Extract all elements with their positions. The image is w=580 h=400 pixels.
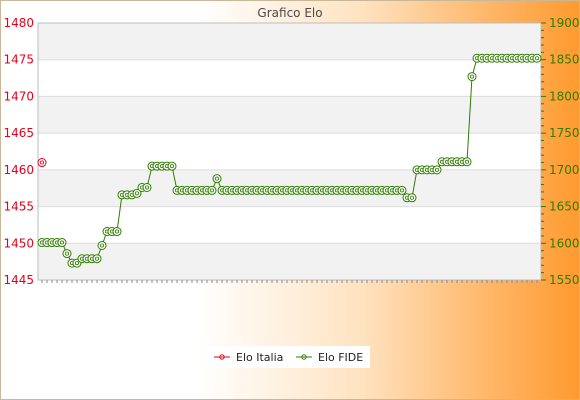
legend-label-elo-italia: Elo Italia	[236, 351, 283, 364]
data-point-core	[469, 74, 474, 79]
y-left-tick-label: 1480	[3, 16, 34, 30]
legend-marker-elo-fide	[301, 354, 307, 360]
left-y-axis: 1445 1450 1455 1460 1465 1470 1475 1480	[3, 16, 34, 287]
data-point[interactable]	[37, 158, 47, 168]
legend-item-elo-italia[interactable]: Elo Italia	[214, 351, 283, 364]
data-point[interactable]	[167, 161, 177, 171]
data-point[interactable]	[407, 193, 417, 203]
data-point-core	[209, 188, 214, 193]
data-point[interactable]	[212, 174, 222, 184]
y-left-tick-label: 1460	[3, 163, 34, 177]
data-point-core	[100, 243, 105, 248]
data-point[interactable]	[97, 240, 107, 250]
data-point-core	[144, 185, 149, 190]
plot-background	[38, 23, 541, 280]
data-point-core	[134, 191, 139, 196]
legend-label-elo-fide: Elo FIDE	[318, 351, 363, 364]
y-left-tick-label: 1455	[3, 200, 34, 214]
chart-title: Grafico Elo	[257, 6, 322, 20]
y-right-tick-label: 1650	[549, 200, 580, 214]
data-point[interactable]	[112, 227, 122, 237]
plot-band	[38, 23, 541, 60]
y-left-tick-label: 1450	[3, 236, 34, 250]
plot-band	[38, 243, 541, 280]
data-point[interactable]	[57, 238, 67, 248]
data-point[interactable]	[62, 249, 72, 259]
data-point-core	[214, 176, 219, 181]
y-right-tick-label: 1550	[549, 273, 580, 287]
y-right-tick-label: 1700	[549, 163, 580, 177]
data-point-core	[399, 188, 404, 193]
data-point[interactable]	[142, 182, 152, 192]
data-point-core	[115, 229, 120, 234]
y-right-tick-label: 1900	[549, 16, 580, 30]
legend-marker-elo-italia	[219, 354, 225, 360]
plot-band	[38, 96, 541, 134]
y-left-tick-label: 1445	[3, 273, 34, 287]
data-point[interactable]	[467, 72, 477, 82]
data-point-core	[434, 167, 439, 172]
data-point-core	[169, 164, 174, 169]
y-left-tick-label: 1465	[3, 126, 34, 140]
data-point[interactable]	[207, 185, 217, 195]
y-right-tick-label: 1750	[549, 126, 580, 140]
legend-item-elo-fide[interactable]: Elo FIDE	[296, 351, 363, 364]
plot-border	[37, 22, 542, 281]
data-point[interactable]	[132, 188, 142, 198]
y-right-tick-label: 1850	[549, 53, 580, 67]
legend: Elo Italia Elo FIDE	[206, 346, 370, 368]
data-point[interactable]	[397, 185, 407, 195]
data-point[interactable]	[92, 254, 102, 264]
data-point[interactable]	[462, 157, 472, 167]
series-elo-fide	[37, 53, 542, 268]
series-layer	[37, 53, 542, 268]
series-elo-italia	[37, 158, 47, 168]
data-point-core	[75, 261, 80, 266]
legend-box	[206, 346, 370, 368]
data-point-core	[409, 195, 414, 200]
data-point-core	[464, 159, 469, 164]
y-right-tick-label: 1600	[549, 236, 580, 250]
y-right-tick-label: 1800	[549, 89, 580, 103]
data-point[interactable]	[432, 165, 442, 175]
plot-area	[38, 23, 541, 280]
data-point[interactable]	[532, 53, 542, 63]
data-point-core	[95, 256, 100, 261]
data-point-core	[40, 160, 45, 165]
y-left-tick-label: 1475	[3, 53, 34, 67]
data-point-core	[535, 56, 540, 61]
x-axis-ticks	[41, 280, 538, 283]
y-left-tick-label: 1470	[3, 89, 34, 103]
data-point-core	[60, 240, 65, 245]
data-point-core	[65, 251, 70, 256]
right-y-axis: 1550 1600 1650 1700 1750 1800 1850 1900	[541, 16, 580, 287]
